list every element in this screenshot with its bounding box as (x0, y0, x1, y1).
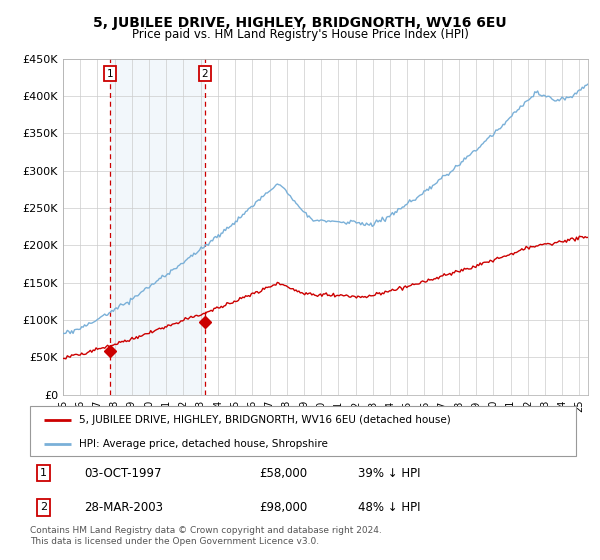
Text: Price paid vs. HM Land Registry's House Price Index (HPI): Price paid vs. HM Land Registry's House … (131, 28, 469, 41)
Text: 2: 2 (40, 502, 47, 512)
Text: 1: 1 (107, 69, 113, 79)
Text: £98,000: £98,000 (259, 501, 308, 514)
Text: 39% ↓ HPI: 39% ↓ HPI (358, 467, 420, 480)
Text: HPI: Average price, detached house, Shropshire: HPI: Average price, detached house, Shro… (79, 439, 328, 449)
Text: 48% ↓ HPI: 48% ↓ HPI (358, 501, 420, 514)
Text: 1: 1 (40, 468, 47, 478)
Text: 5, JUBILEE DRIVE, HIGHLEY, BRIDGNORTH, WV16 6EU (detached house): 5, JUBILEE DRIVE, HIGHLEY, BRIDGNORTH, W… (79, 415, 451, 425)
Text: 28-MAR-2003: 28-MAR-2003 (85, 501, 164, 514)
Text: 5, JUBILEE DRIVE, HIGHLEY, BRIDGNORTH, WV16 6EU: 5, JUBILEE DRIVE, HIGHLEY, BRIDGNORTH, W… (93, 16, 507, 30)
Text: 03-OCT-1997: 03-OCT-1997 (85, 467, 162, 480)
Text: £58,000: £58,000 (259, 467, 307, 480)
Text: 2: 2 (202, 69, 208, 79)
FancyBboxPatch shape (30, 406, 576, 456)
Text: Contains HM Land Registry data © Crown copyright and database right 2024.
This d: Contains HM Land Registry data © Crown c… (30, 526, 382, 546)
Bar (110, 59, 205, 395)
